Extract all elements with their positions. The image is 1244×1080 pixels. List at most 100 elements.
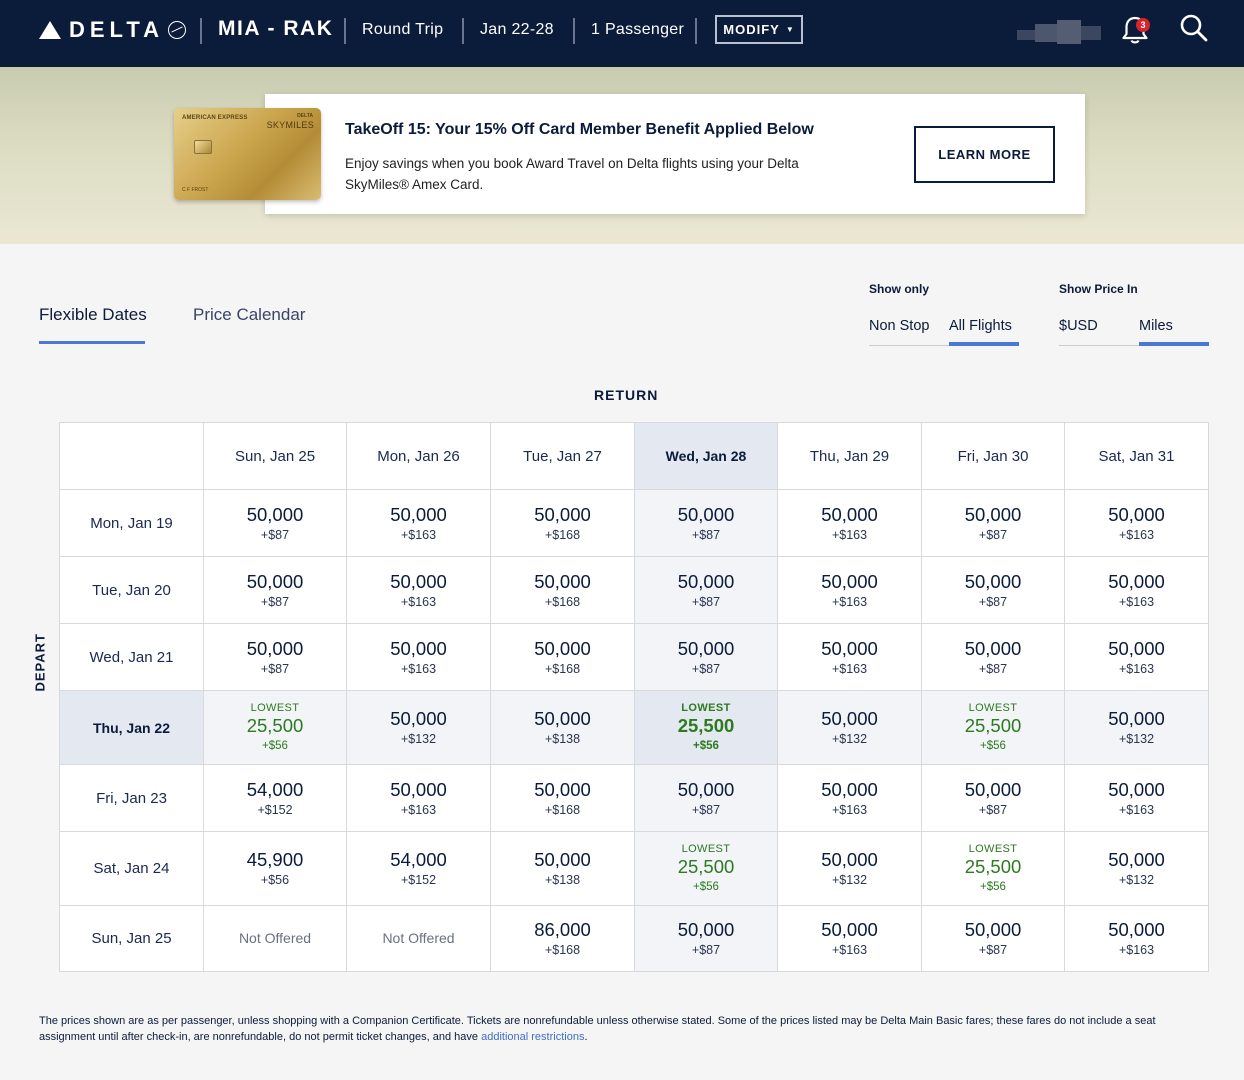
fare-fees: +$168 [544,943,581,957]
return-date-header: Sun, Jan 25 [203,422,347,490]
fare-cell[interactable]: 50,000 +$132 [1064,690,1209,765]
fare-cell[interactable]: 50,000 +$87 [203,623,347,691]
fare-cell[interactable]: LOWEST 25,500 +$56 [203,690,347,765]
fare-fees: +$163 [400,661,437,676]
fare-cell[interactable]: 50,000 +$163 [1064,905,1209,972]
depart-date-label: Fri, Jan 23 [59,764,204,832]
fare-fees: +$163 [831,943,868,957]
fare-cell[interactable]: LOWEST 25,500 +$56 [634,831,778,906]
fare-miles: 50,000 [1108,919,1165,940]
depart-row: Fri, Jan 23 54,000 +$152 50,000 +$163 50,000 +… [59,764,1209,832]
fare-cell[interactable]: 50,000 +$87 [634,764,778,832]
fare-cell[interactable]: 50,000 +$163 [1064,623,1209,691]
fare-cell[interactable]: 54,000 +$152 [346,831,491,906]
lowest-fare-tag: LOWEST [681,843,731,855]
fare-cell[interactable]: 50,000 +$163 [346,623,491,691]
lowest-fare-tag: LOWEST [968,843,1018,855]
fare-cell[interactable]: LOWEST 25,500 +$56 [921,831,1065,906]
fare-cell[interactable]: 50,000 +$132 [777,831,922,906]
fare-fees: +$163 [1118,527,1155,542]
fare-cell[interactable]: 50,000 +$163 [1064,489,1209,557]
fare-fees: +$163 [400,802,437,817]
fare-cell[interactable]: 50,000 +$87 [634,489,778,557]
fare-cell[interactable]: LOWEST 25,500 +$56 [921,690,1065,765]
fare-cell[interactable]: 50,000 +$87 [921,623,1065,691]
fare-miles: 50,000 [677,637,735,659]
fare-cell[interactable]: 45,900 +$56 [203,831,347,906]
fare-fees: +$56 [980,740,1006,752]
fare-cell[interactable]: 50,000 +$163 [346,764,491,832]
fare-cell[interactable]: 50,000 +$132 [1064,831,1209,906]
depart-date-label: Tue, Jan 20 [59,556,204,624]
fare-miles: 50,000 [821,919,878,940]
footnote-text: The prices shown are as per passenger, u… [39,1015,1156,1043]
fare-cell[interactable]: 50,000 +$87 [921,764,1065,832]
trip-dates: Jan 22-28 [480,21,554,38]
search-icon[interactable] [1179,13,1209,43]
return-date-header: Thu, Jan 29 [777,422,922,490]
miles-toggle[interactable]: Miles [1139,318,1173,334]
fare-cell[interactable]: 86,000 +$168 [490,905,635,972]
fare-cell[interactable]: 50,000 +$87 [634,556,778,624]
fare-miles: 50,000 [246,637,304,659]
fare-miles: 50,000 [964,503,1022,525]
fare-cell[interactable]: 50,000 +$163 [1064,764,1209,832]
fare-fees: +$87 [691,661,721,676]
fare-fees: +$56 [260,873,290,887]
fare-miles: 50,000 [677,570,735,592]
fare-cell[interactable]: 50,000 +$132 [777,690,922,765]
fare-fees: +$163 [1118,943,1155,957]
fare-cell[interactable]: LOWEST 25,500 +$56 [634,690,778,765]
fare-cell[interactable]: 50,000 +$138 [490,690,635,765]
fare-cell[interactable]: 50,000 +$168 [490,556,635,624]
fare-cell[interactable]: 50,000 +$163 [777,556,922,624]
fare-cell[interactable]: 50,000 +$132 [346,690,491,765]
fare-cell[interactable]: 50,000 +$168 [490,623,635,691]
all-flights-toggle[interactable]: All Flights [949,318,1012,334]
card-program: SKYMILES [266,120,314,130]
fare-cell[interactable]: 50,000 +$163 [346,489,491,557]
fare-cell[interactable]: 50,000 +$163 [777,489,922,557]
learn-more-button[interactable]: LEARN MORE [914,126,1055,183]
fare-cell[interactable]: 50,000 +$87 [921,489,1065,557]
usd-toggle[interactable]: $USD [1059,318,1098,334]
fare-miles: 50,000 [821,708,878,729]
tab-flexible-dates[interactable]: Flexible Dates [39,305,147,324]
fare-miles: 50,000 [390,778,447,800]
fare-fees: +$168 [544,802,581,817]
card-issuer: AMERICAN EXPRESS [182,115,248,121]
fare-cell[interactable]: 50,000 +$87 [921,556,1065,624]
fare-fees: +$152 [257,802,293,817]
fare-fees: +$163 [400,527,437,542]
notification-badge: 3 [1136,18,1150,32]
divider [462,18,464,44]
additional-restrictions-link[interactable]: additional restrictions [481,1031,585,1043]
user-name-redacted[interactable] [1015,20,1103,46]
fare-fees: +$56 [980,881,1006,893]
fare-cell[interactable]: 50,000 +$87 [203,556,347,624]
fare-cell[interactable]: 50,000 +$168 [490,489,635,557]
fare-fees: +$87 [260,661,290,676]
fare-cell[interactable]: 50,000 +$87 [634,623,778,691]
depart-date-label: Wed, Jan 21 [59,623,204,691]
fare-fees: +$132 [400,732,437,746]
card-holder: C F FROST [182,187,209,193]
fare-cell[interactable]: 50,000 +$87 [203,489,347,557]
delta-logo[interactable]: DELTA [39,16,187,44]
fare-cell[interactable]: 50,000 +$163 [777,764,922,832]
fare-cell[interactable]: 50,000 +$163 [346,556,491,624]
trip-type: Round Trip [362,21,444,38]
tab-price-calendar[interactable]: Price Calendar [193,305,306,324]
fare-cell[interactable]: 54,000 +$152 [203,764,347,832]
fare-miles: 50,000 [964,637,1022,659]
fare-cell[interactable]: 50,000 +$87 [634,905,778,972]
modify-search-button[interactable]: MODIFY ▼ [715,15,803,44]
fare-cell[interactable]: 50,000 +$163 [777,905,922,972]
fare-cell[interactable]: 50,000 +$138 [490,831,635,906]
fare-cell[interactable]: 50,000 +$87 [921,905,1065,972]
non-stop-toggle[interactable]: Non Stop [869,318,930,334]
fare-cell[interactable]: 50,000 +$163 [1064,556,1209,624]
fare-cell[interactable]: 50,000 +$163 [777,623,922,691]
fare-cell[interactable]: 50,000 +$168 [490,764,635,832]
fare-fees: +$132 [1118,873,1155,887]
